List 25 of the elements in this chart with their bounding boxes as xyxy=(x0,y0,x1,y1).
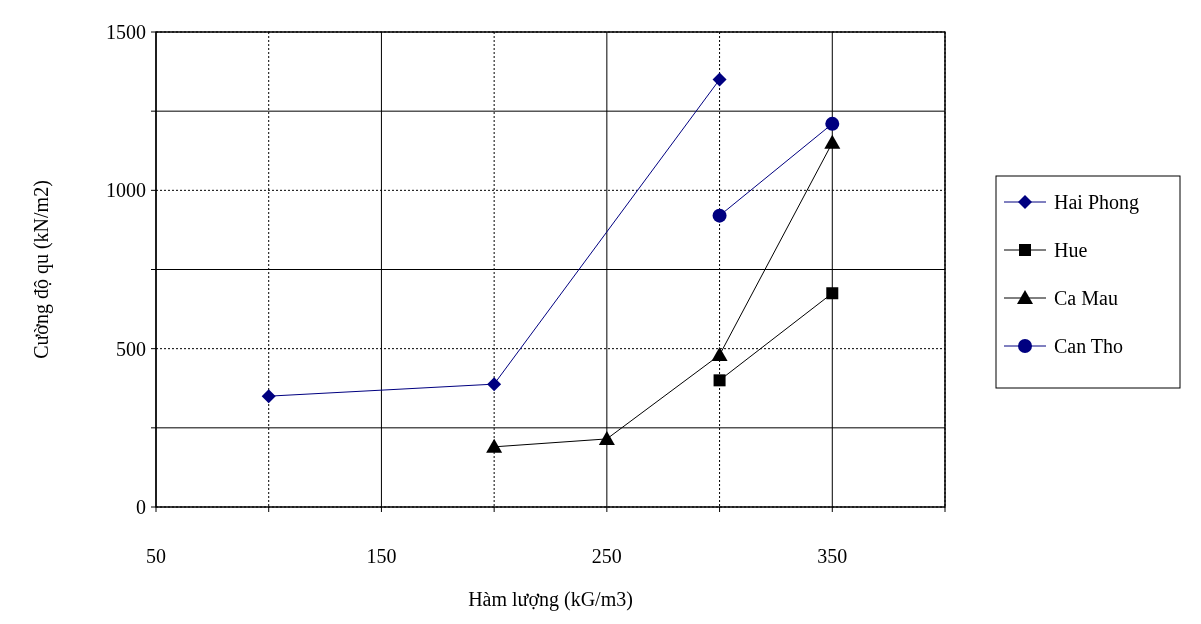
y-tick-label: 500 xyxy=(116,337,146,360)
point xyxy=(825,116,840,131)
x-tick-label: 350 xyxy=(817,545,848,567)
point xyxy=(487,377,502,392)
legend-label: Hue xyxy=(1054,239,1088,261)
legend-label: Ca Mau xyxy=(1054,287,1118,309)
point xyxy=(598,430,615,445)
point xyxy=(826,287,839,300)
y-tick-label: 1000 xyxy=(106,179,146,202)
point xyxy=(711,347,728,361)
point xyxy=(712,208,727,223)
point xyxy=(261,389,276,404)
y-tick-label: 1500 xyxy=(106,21,146,43)
point xyxy=(824,134,841,149)
point xyxy=(486,438,503,453)
x-axis-title: Hàm lượng (kG/m3) xyxy=(468,588,633,611)
legend-label: Hai Phong xyxy=(1054,191,1139,214)
x-tick-label: 250 xyxy=(591,545,622,567)
y-tick-label: 0 xyxy=(136,496,146,518)
point xyxy=(712,72,727,87)
y-axis-title: Cường độ qu (kN/m2) xyxy=(30,180,53,359)
legend-label: Can Tho xyxy=(1054,335,1124,357)
x-tick-label: 150 xyxy=(366,545,397,567)
x-tick-label: 50 xyxy=(146,545,166,567)
point xyxy=(713,374,726,387)
